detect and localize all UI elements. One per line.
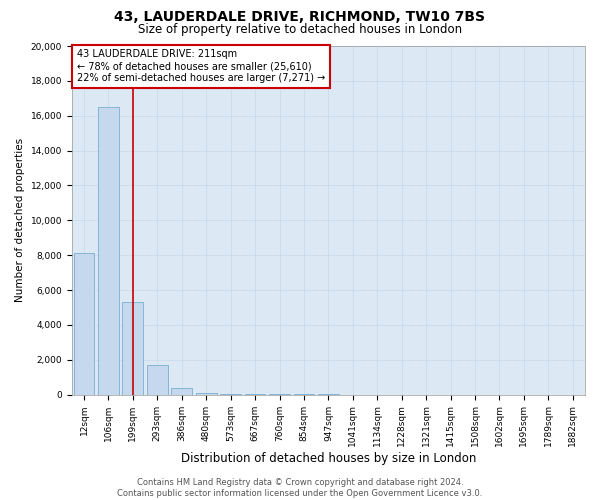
Bar xyxy=(172,388,192,394)
Text: 43, LAUDERDALE DRIVE, RICHMOND, TW10 7BS: 43, LAUDERDALE DRIVE, RICHMOND, TW10 7BS xyxy=(115,10,485,24)
Text: 43 LAUDERDALE DRIVE: 211sqm
← 78% of detached houses are smaller (25,610)
22% of: 43 LAUDERDALE DRIVE: 211sqm ← 78% of det… xyxy=(77,50,325,82)
Bar xyxy=(122,302,143,394)
Text: Size of property relative to detached houses in London: Size of property relative to detached ho… xyxy=(138,22,462,36)
Text: Contains HM Land Registry data © Crown copyright and database right 2024.
Contai: Contains HM Land Registry data © Crown c… xyxy=(118,478,482,498)
Bar xyxy=(147,365,168,394)
Y-axis label: Number of detached properties: Number of detached properties xyxy=(15,138,25,302)
X-axis label: Distribution of detached houses by size in London: Distribution of detached houses by size … xyxy=(181,452,476,465)
Bar xyxy=(74,254,94,394)
Bar xyxy=(196,393,217,394)
Bar xyxy=(98,107,119,395)
